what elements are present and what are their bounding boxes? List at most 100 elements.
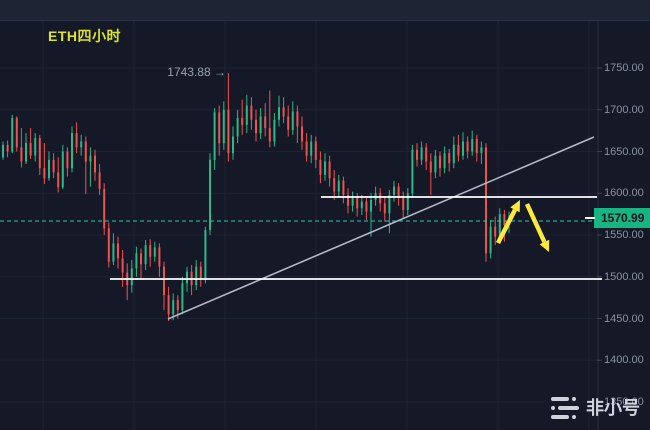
axis-label: 1600.00 xyxy=(604,187,644,200)
candle xyxy=(117,236,119,269)
candle xyxy=(29,128,32,159)
candle xyxy=(347,188,349,214)
candle xyxy=(199,261,202,287)
candle xyxy=(209,153,211,235)
candle xyxy=(227,73,230,162)
candle xyxy=(291,101,294,135)
candle xyxy=(34,133,37,162)
candle xyxy=(489,220,492,259)
candle xyxy=(245,94,248,134)
candle xyxy=(351,191,354,212)
ascending-trend-line xyxy=(167,136,595,320)
candle xyxy=(365,197,368,220)
candle xyxy=(425,143,428,170)
candle xyxy=(80,134,83,156)
candle xyxy=(172,293,175,321)
current-price-tick xyxy=(585,217,595,219)
candle xyxy=(406,188,409,215)
candle xyxy=(268,90,271,148)
price-axis[interactable]: 1750.00 1700.00 1650.00 1600.00 1550.00 1500.… xyxy=(598,21,650,430)
candle xyxy=(103,183,106,235)
candle xyxy=(383,196,386,222)
candle xyxy=(112,233,115,266)
axis-label: 1450.00 xyxy=(604,312,644,325)
candle xyxy=(370,193,372,237)
candle xyxy=(135,246,138,277)
candle xyxy=(2,141,4,160)
axis-label: 1500.00 xyxy=(604,270,644,283)
candle xyxy=(301,116,303,150)
candle xyxy=(167,286,170,321)
candle xyxy=(15,116,18,152)
candle xyxy=(416,143,418,167)
candle xyxy=(204,226,207,284)
candle xyxy=(485,143,487,262)
candle xyxy=(328,155,331,187)
candle xyxy=(466,136,469,159)
candle xyxy=(305,133,308,162)
candle xyxy=(222,101,225,150)
candle xyxy=(48,151,50,181)
candle xyxy=(360,194,363,215)
candles xyxy=(2,73,510,321)
candle xyxy=(38,134,41,175)
candle xyxy=(452,136,455,169)
candle xyxy=(43,143,46,185)
candle xyxy=(282,97,285,124)
current-price-badge: 1570.99 xyxy=(594,208,650,228)
candle xyxy=(259,108,262,139)
candle xyxy=(337,174,340,197)
candle xyxy=(319,151,322,184)
candle xyxy=(264,103,267,137)
candle xyxy=(52,153,55,179)
candle xyxy=(94,149,96,181)
candle xyxy=(75,122,78,154)
candle xyxy=(163,261,165,311)
candle xyxy=(57,157,60,193)
feixiaohao-icon xyxy=(551,397,581,419)
axis-label: 1400.00 xyxy=(604,354,644,367)
candle xyxy=(411,144,414,197)
candle xyxy=(236,109,239,144)
candle xyxy=(296,105,299,144)
candle xyxy=(140,248,142,279)
axis-label: 1750.00 xyxy=(604,62,644,74)
candle xyxy=(439,151,441,177)
candle xyxy=(342,176,345,204)
candle xyxy=(255,109,257,142)
candle xyxy=(393,180,395,202)
candle xyxy=(190,265,193,296)
candle xyxy=(448,149,451,172)
candle xyxy=(218,105,221,156)
candle xyxy=(420,141,423,165)
candle xyxy=(475,134,478,162)
candle xyxy=(250,97,253,130)
axis-label: 1350.00 xyxy=(604,396,644,408)
candle xyxy=(273,113,276,147)
candle xyxy=(457,134,460,162)
candle xyxy=(443,146,446,174)
candle xyxy=(158,243,161,277)
candle xyxy=(107,222,110,268)
candle xyxy=(314,136,317,169)
candle xyxy=(126,263,129,301)
candle xyxy=(61,144,64,190)
candle xyxy=(181,276,184,315)
candle xyxy=(480,141,483,164)
candle xyxy=(494,216,497,245)
candle xyxy=(324,153,326,181)
candle xyxy=(379,188,382,212)
candle xyxy=(429,153,432,195)
candle xyxy=(121,250,124,287)
forecast-up-arrow xyxy=(495,200,520,245)
candle xyxy=(232,126,234,160)
candle xyxy=(98,164,101,195)
candle xyxy=(310,134,313,164)
candle xyxy=(287,105,290,137)
candle xyxy=(84,136,87,195)
candle xyxy=(153,241,156,262)
candle xyxy=(402,191,405,219)
axis-label: 1550.00 xyxy=(604,229,644,241)
